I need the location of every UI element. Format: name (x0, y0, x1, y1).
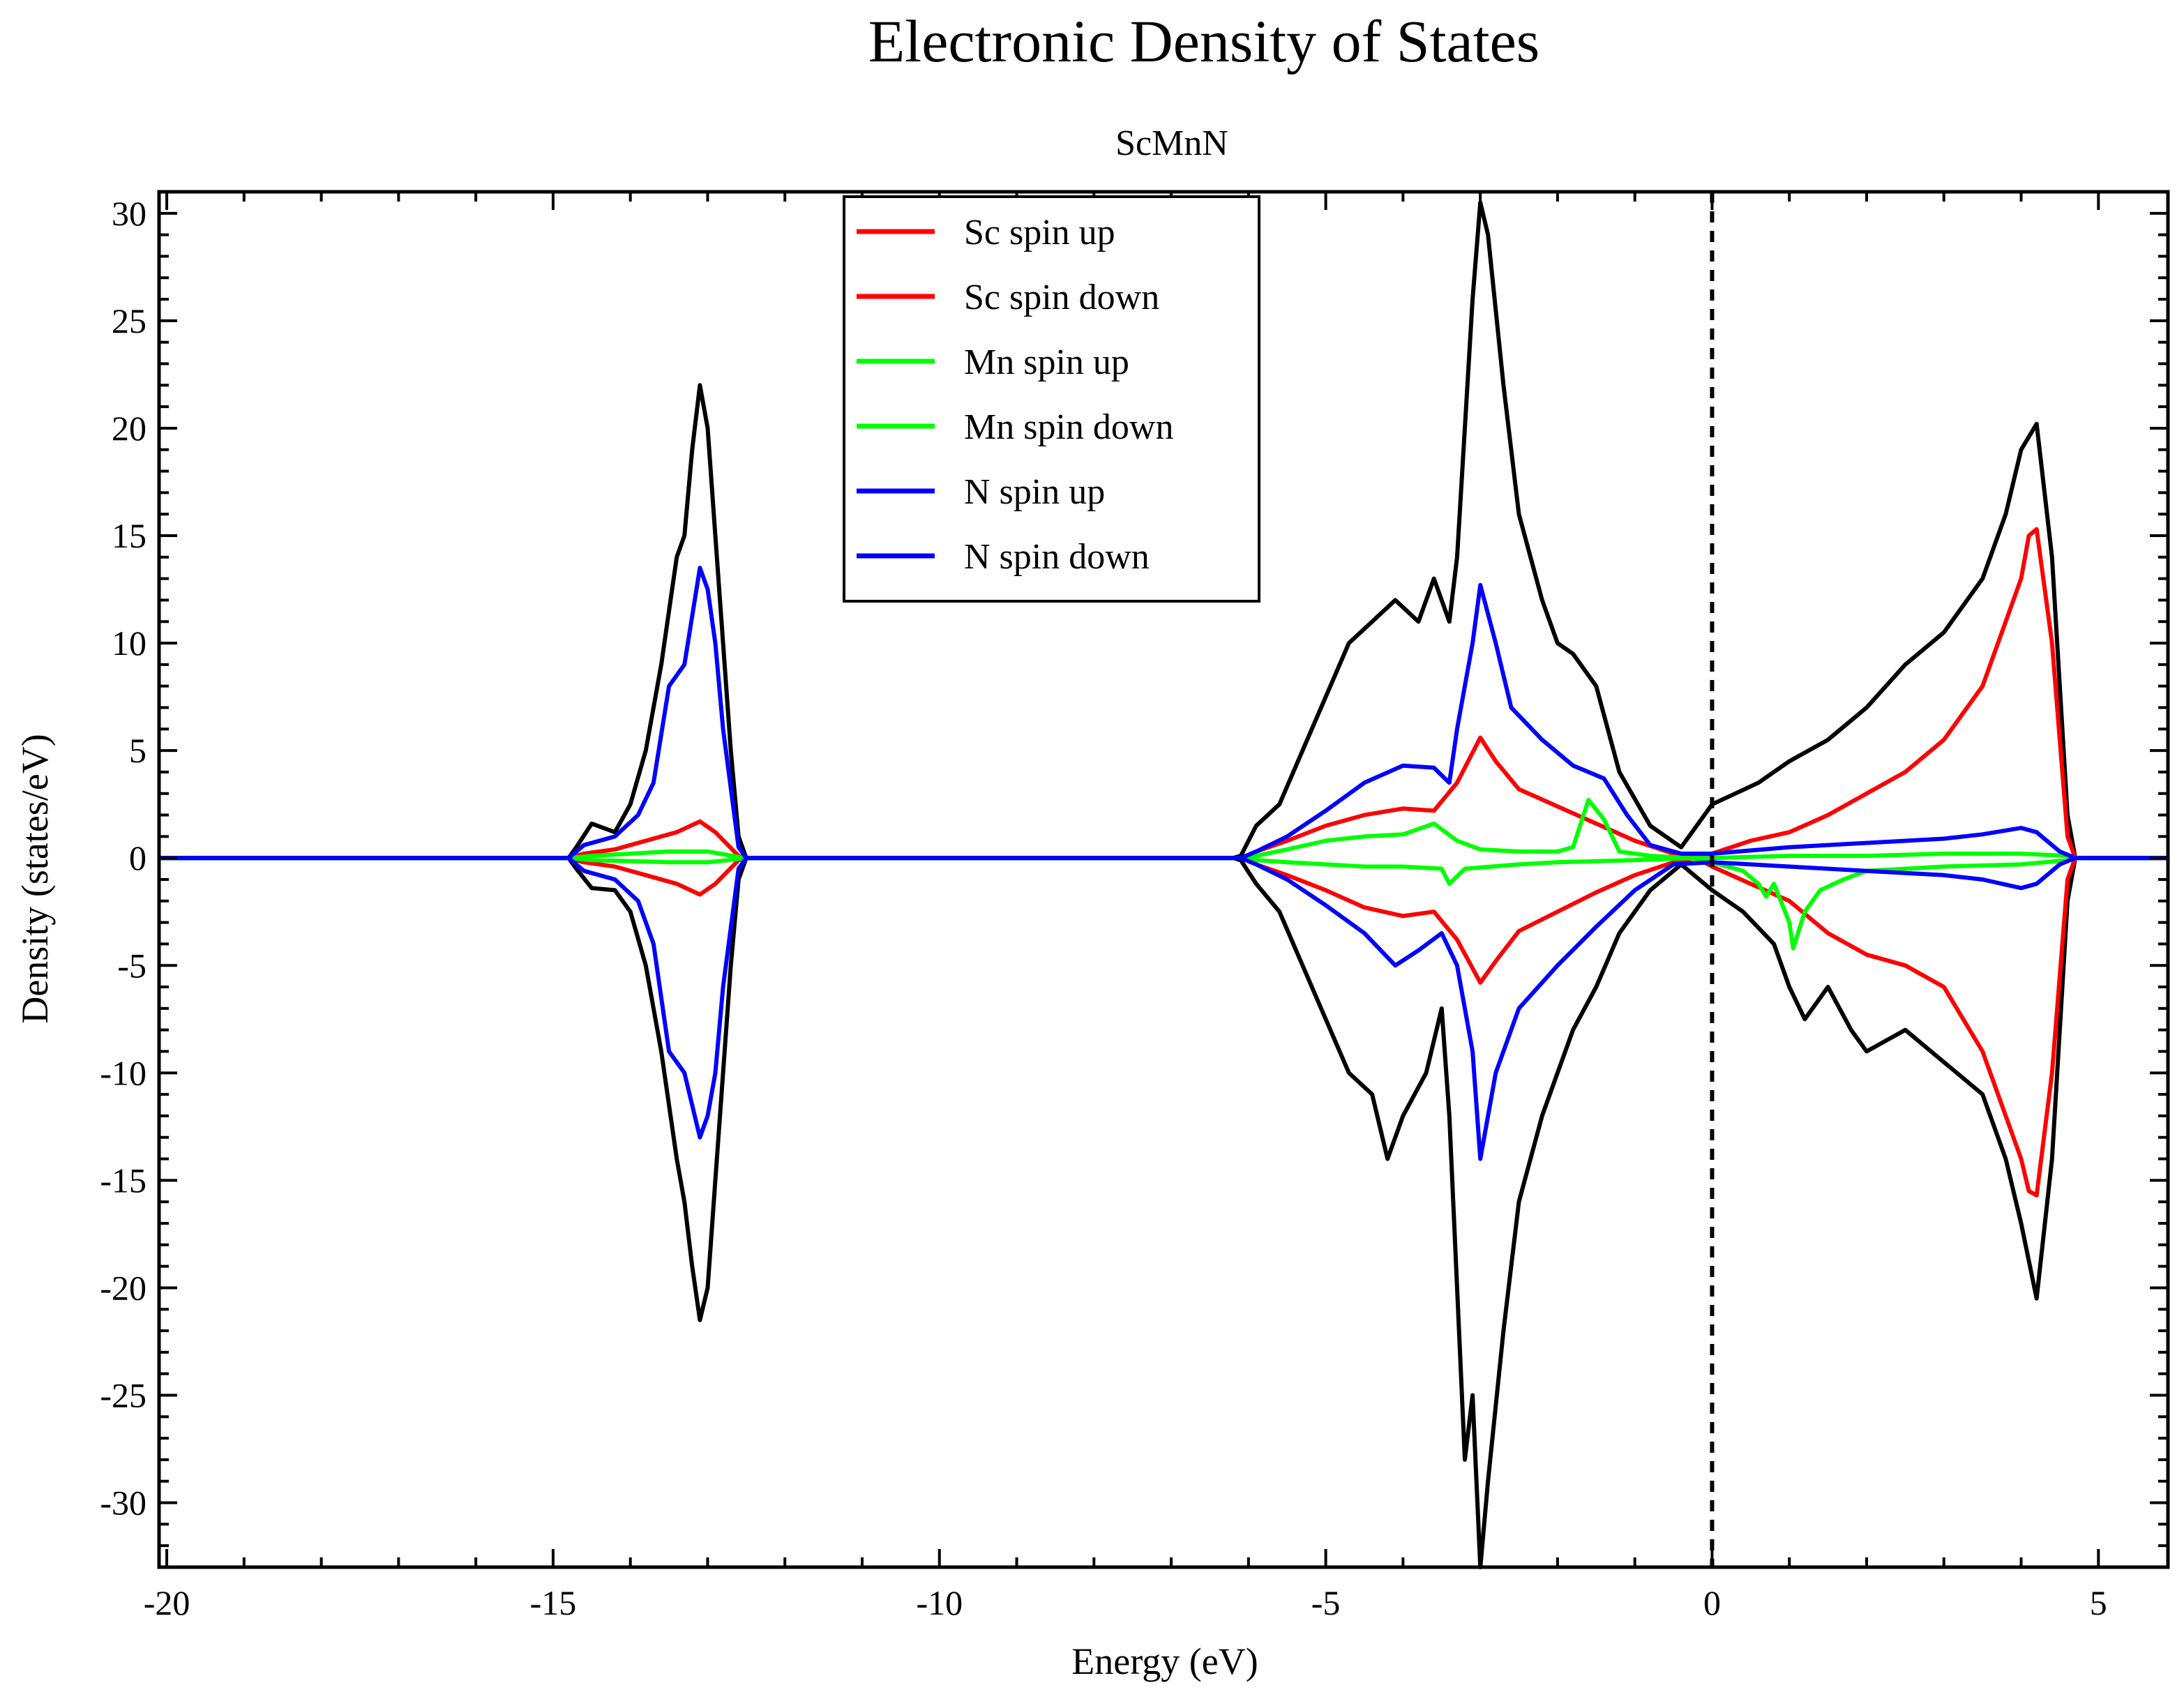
series-line-6 (159, 200, 2168, 861)
y-tick-label: -10 (100, 1053, 146, 1092)
series-line-2 (159, 798, 2168, 861)
series-line-7 (159, 856, 2168, 1569)
x-tick-label: -5 (1311, 1583, 1341, 1622)
y-tick-label: -15 (100, 1161, 146, 1200)
y-tick-label: -25 (100, 1376, 146, 1415)
x-tick-label: -15 (530, 1583, 577, 1622)
x-tick-label: -20 (144, 1583, 190, 1622)
x-tick-label: 0 (1703, 1583, 1721, 1622)
chart-title: Electronic Density of States (868, 8, 1539, 75)
legend-box (843, 195, 1260, 603)
legend-label: Sc spin down (964, 278, 1159, 317)
y-tick-label: -20 (100, 1268, 146, 1307)
y-tick-label: 25 (112, 301, 146, 340)
series-line-5 (159, 856, 2168, 1161)
legend-label: Mn spin down (964, 407, 1173, 447)
legend-label: Mn spin up (964, 342, 1129, 382)
y-tick-label: -5 (117, 946, 146, 985)
legend-label: N spin down (964, 537, 1150, 577)
x-axis-ticks: -20 -15 -10 -5 0 5 (144, 192, 2107, 1622)
y-tick-label: -30 (100, 1483, 146, 1523)
y-tick-label: 10 (112, 624, 146, 663)
y-tick-label: 30 (112, 194, 146, 233)
legend-label: N spin up (964, 472, 1105, 512)
y-tick-label: 15 (112, 516, 146, 555)
legend: Sc spin up Sc spin down Mn spin up Mn spin … (843, 195, 1260, 603)
x-tick-label: 5 (2090, 1583, 2107, 1622)
y-tick-label: 0 (129, 838, 146, 877)
x-axis-label: Energy (eV) (1071, 1640, 1258, 1682)
y-axis-label: Density (states/eV) (14, 734, 56, 1023)
y-tick-label: 20 (112, 409, 146, 448)
x-tick-label: -10 (916, 1583, 963, 1622)
series-line-4 (159, 566, 2168, 861)
y-axis-ticks: 30 25 20 15 10 5 0 -5 -10 -15 -20 -25 -30 (100, 190, 2168, 1569)
legend-label: Sc spin up (964, 213, 1115, 252)
series-line-0 (159, 527, 2168, 861)
series-layer (159, 200, 2168, 1569)
chart-subtitle: ScMnN (1115, 123, 1228, 163)
y-tick-label: 5 (129, 731, 146, 770)
series-line-1 (159, 856, 2168, 1198)
